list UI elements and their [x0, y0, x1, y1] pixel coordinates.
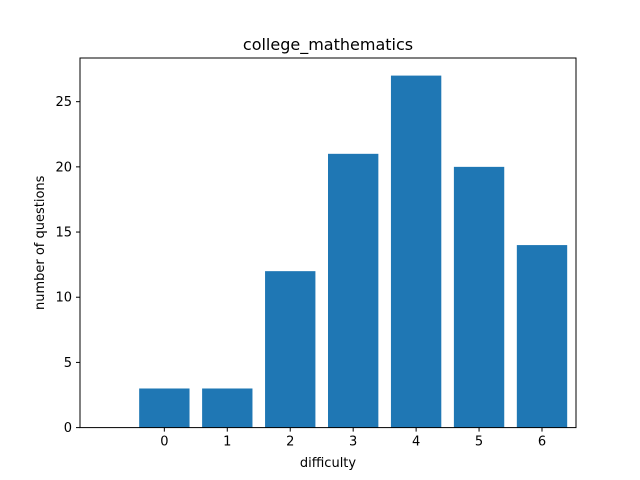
x-tick-label: 2 — [286, 435, 294, 450]
y-tick-label: 10 — [55, 291, 72, 306]
bar-4 — [390, 75, 442, 428]
x-axis-ticks: 0 1 2 3 4 5 6 — [160, 427, 546, 450]
y-tick-label: 15 — [55, 226, 72, 241]
y-tick-label: 25 — [55, 95, 72, 110]
x-tick-label: 6 — [538, 435, 546, 450]
x-tick-label: 3 — [349, 435, 357, 450]
x-tick-label: 0 — [160, 435, 168, 450]
bars-group — [139, 75, 568, 428]
y-axis-ticks: 0 5 10 15 20 25 — [55, 95, 80, 436]
bar-5 — [453, 166, 505, 428]
bar-0 — [139, 388, 190, 428]
bar-3 — [328, 153, 379, 428]
y-tick-label: 0 — [64, 421, 72, 436]
bar-6 — [516, 245, 568, 428]
chart-title: college_mathematics — [243, 35, 413, 55]
bar-1 — [202, 388, 253, 428]
x-tick-label: 1 — [223, 435, 231, 450]
bar-2 — [265, 271, 316, 428]
y-tick-label: 20 — [55, 160, 72, 175]
y-axis-label: number of questions — [33, 175, 48, 310]
plot-frame — [79, 57, 577, 429]
y-tick-label: 5 — [64, 356, 72, 371]
x-axis-label: difficulty — [300, 456, 357, 471]
x-tick-label: 5 — [475, 435, 483, 450]
x-tick-label: 4 — [412, 435, 420, 450]
